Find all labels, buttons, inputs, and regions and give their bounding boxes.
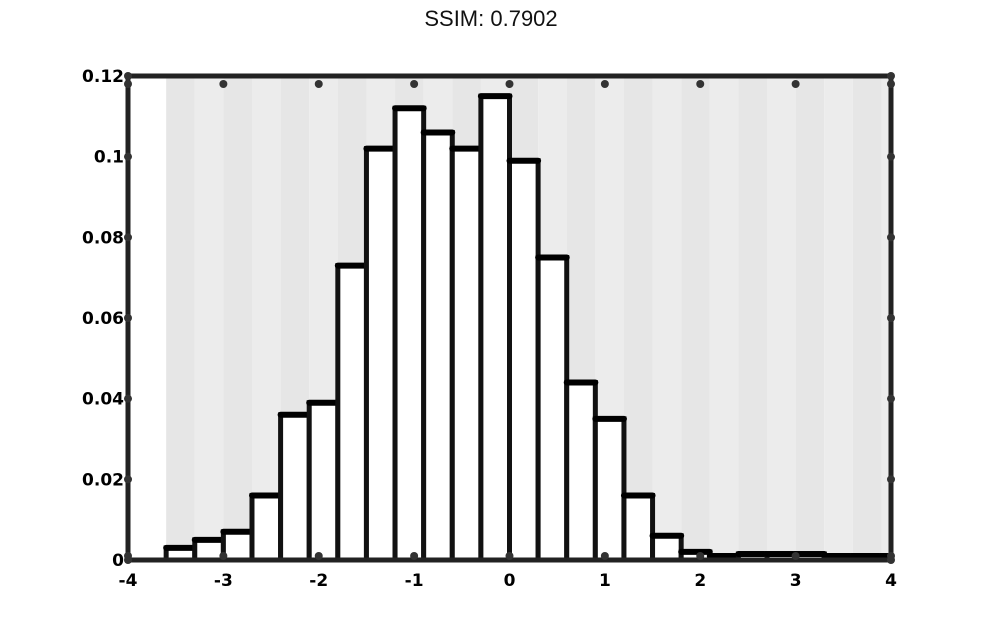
band-1 (194, 76, 224, 560)
x-tick-mark-1-1 (219, 552, 228, 560)
y-tick-label-3: 0.06 (82, 309, 124, 329)
bar-9 (421, 129, 455, 563)
x-tick-label-0: -4 (119, 571, 138, 591)
y-tick-mark-2-0 (124, 394, 132, 403)
x-tick-label-7: 3 (790, 571, 802, 591)
x-tick-mark-3-0 (410, 80, 419, 88)
band-18 (681, 76, 710, 560)
bar-3 (249, 492, 284, 563)
band-23 (824, 76, 853, 560)
bar-10 (449, 146, 484, 563)
chart-title: SSIM: 0.7902 (424, 6, 558, 31)
y-tick-label-1: 0.02 (82, 470, 124, 490)
x-tick-mark-8-0 (887, 80, 895, 88)
band-20 (738, 76, 768, 560)
x-tick-label-2: -2 (309, 571, 328, 591)
x-tick-label-4: 0 (504, 571, 516, 591)
x-tick-mark-2-1 (314, 552, 323, 560)
bar-17 (650, 533, 684, 563)
band-0 (166, 76, 195, 560)
y-tick-label-2: 0.04 (82, 390, 124, 410)
x-tick-mark-8-1 (887, 552, 895, 560)
x-tick-label-8: 4 (885, 571, 897, 591)
bar-5 (306, 400, 341, 563)
x-tick-mark-5-1 (600, 552, 609, 560)
band-24 (852, 76, 882, 560)
band-3 (251, 76, 281, 560)
x-tick-mark-6-1 (696, 552, 705, 560)
x-tick-mark-7-0 (791, 80, 800, 88)
axis-ticks: 0 0.02 0.04 0.06 0.08 0.1 0.12 -4 -3 -2 -1 0 1 2 3 4 (82, 67, 897, 591)
y-tick-mark-4-1 (887, 233, 895, 242)
x-tick-mark-6-0 (696, 80, 705, 88)
y-tick-mark-5-1 (887, 152, 895, 161)
band-21 (767, 76, 796, 560)
x-tick-label-6: 2 (694, 571, 706, 591)
y-tick-label-4: 0.08 (82, 228, 124, 248)
bar-8 (392, 105, 427, 563)
band-22 (795, 76, 825, 560)
y-tick-label-0: 0 (112, 551, 124, 571)
band-25 (881, 76, 891, 560)
y-tick-mark-3-1 (887, 314, 895, 322)
bar-14 (564, 380, 598, 563)
y-tick-mark-3-0 (124, 314, 132, 322)
x-tick-mark-7-1 (791, 552, 800, 560)
x-tick-mark-3-1 (410, 552, 419, 560)
bar-13 (535, 255, 570, 563)
bar-4 (278, 412, 312, 563)
x-tick-mark-5-0 (600, 80, 609, 88)
bar-7 (363, 146, 398, 563)
histogram-bars (163, 93, 894, 563)
x-tick-mark-0-0 (124, 80, 132, 88)
bar-12 (507, 158, 541, 563)
y-tick-mark-6-0 (124, 72, 132, 80)
x-tick-label-5: 1 (599, 571, 611, 591)
y-tick-label-5: 0.1 (94, 148, 124, 168)
bar-6 (335, 263, 369, 563)
x-tick-label-1: -3 (214, 571, 233, 591)
y-tick-mark-2-1 (887, 394, 895, 403)
bar-2 (220, 529, 255, 563)
x-tick-mark-1-0 (219, 80, 228, 88)
y-tick-mark-1-1 (887, 475, 895, 484)
x-tick-mark-4-1 (505, 552, 514, 560)
y-tick-mark-5-0 (124, 152, 132, 161)
x-tick-mark-0-1 (124, 552, 132, 560)
y-tick-mark-6-1 (887, 72, 895, 80)
band-19 (709, 76, 739, 560)
x-tick-label-3: -1 (405, 571, 424, 591)
band-16 (623, 76, 653, 560)
band-17 (652, 76, 682, 560)
bar-15 (592, 416, 627, 563)
y-tick-mark-4-0 (124, 233, 132, 242)
bar-11 (478, 93, 513, 563)
x-tick-mark-2-0 (314, 80, 323, 88)
y-tick-mark-1-0 (124, 475, 132, 484)
y-tick-label-6: 0.12 (82, 67, 124, 87)
bar-16 (621, 492, 656, 563)
band-2 (223, 76, 252, 560)
bar-1 (192, 537, 226, 563)
x-tick-mark-4-0 (505, 80, 514, 88)
